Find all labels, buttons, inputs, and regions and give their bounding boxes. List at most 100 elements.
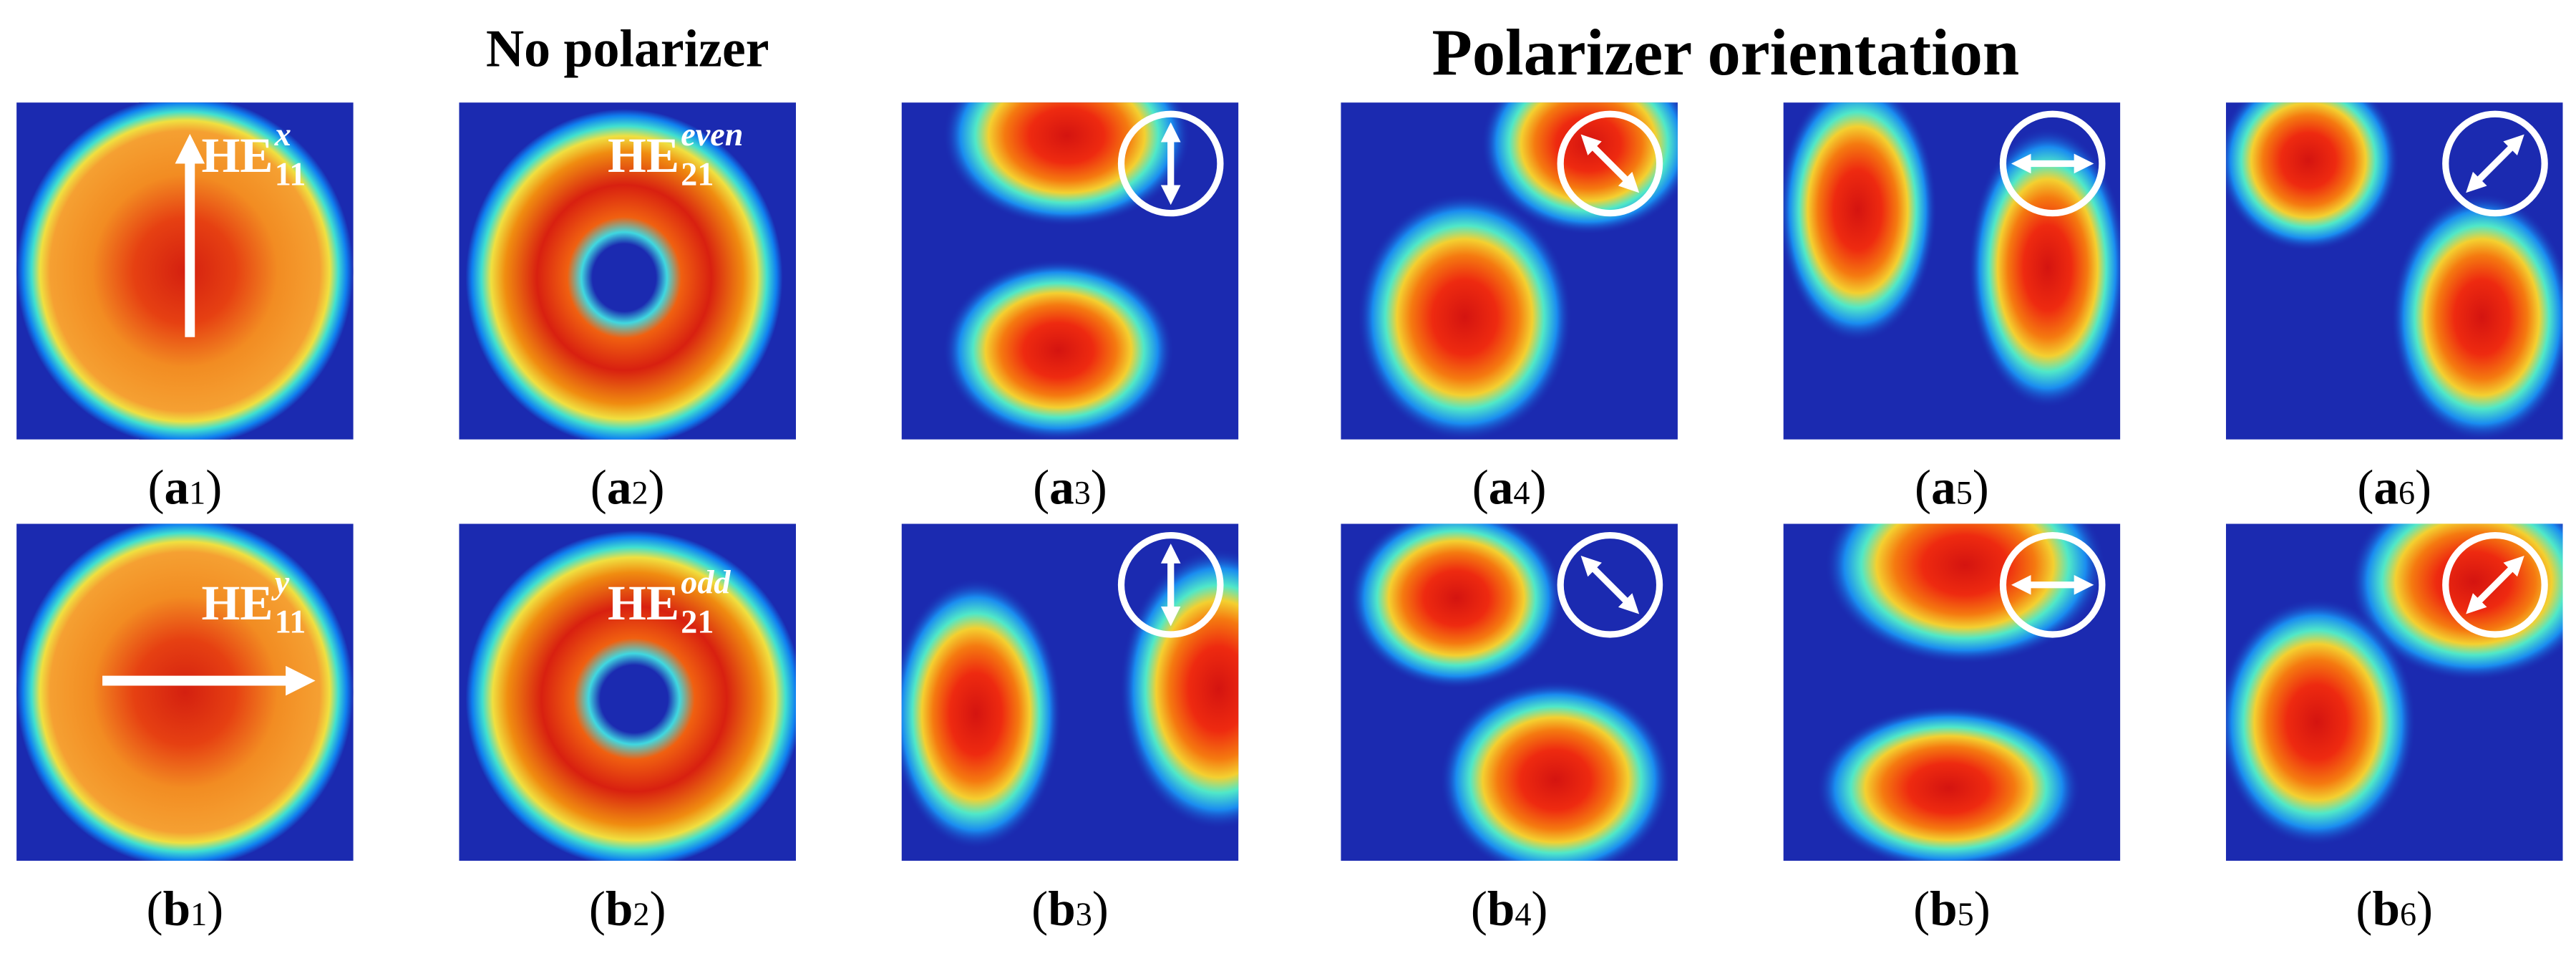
mode-superscript: x xyxy=(274,116,291,153)
beam-image xyxy=(2225,523,2563,861)
mode-superscript: y xyxy=(271,564,290,600)
beam-lobe xyxy=(943,102,1191,227)
polarizer-icon xyxy=(1999,110,2106,217)
panel-label-part: b xyxy=(163,881,191,936)
panel-label-part: 4 xyxy=(1513,475,1530,511)
panel-label-part: 5 xyxy=(1958,896,1974,932)
beam-panel: HE 11x xyxy=(16,102,354,440)
beam-image xyxy=(2225,102,2563,440)
polarizer-ring xyxy=(1557,531,1663,638)
beam-image xyxy=(16,102,354,440)
panel-label: (b1) xyxy=(147,881,224,936)
polarizer-icon xyxy=(1117,110,1224,217)
panel-label-part: ( xyxy=(1472,460,1489,515)
polarizer-icon xyxy=(1557,110,1663,217)
beam-lobe xyxy=(2391,193,2563,440)
beam-image xyxy=(901,102,1239,440)
panel-label-part: ( xyxy=(1913,881,1930,936)
panel-label: (a5) xyxy=(1915,460,1989,515)
panel-label-part: ( xyxy=(1471,881,1487,936)
panel-label-part: ( xyxy=(148,460,165,515)
polarizer-ring xyxy=(1117,110,1224,217)
mode-subscript: 11 xyxy=(275,604,306,640)
panel-label-part: 4 xyxy=(1515,896,1531,932)
beam-panel xyxy=(901,523,1239,861)
beam-image xyxy=(1783,523,2121,861)
mode-name: HE xyxy=(201,127,273,183)
polarizer-icon xyxy=(1557,531,1663,638)
panel-label-part: ( xyxy=(147,881,163,936)
beam-image xyxy=(901,523,1239,861)
beam-ring xyxy=(465,109,783,440)
polarizer-icon xyxy=(2442,531,2548,638)
mode-name: HE xyxy=(201,575,273,630)
panel-label-part: b xyxy=(606,881,633,936)
panel-label-part: 6 xyxy=(2398,475,2415,511)
polarizer-ring xyxy=(1117,531,1224,638)
panel-label-part: 6 xyxy=(2400,896,2416,932)
beam-panel: HE 21 odd xyxy=(459,523,796,861)
polarizer-arrow xyxy=(2466,555,2524,614)
panel-label-part: ) xyxy=(1092,881,1109,936)
panel-label: (b3) xyxy=(1031,881,1109,936)
panel-label-part: a xyxy=(1489,460,1514,515)
panel-label-part: b xyxy=(1487,881,1515,936)
beam-image xyxy=(1341,102,1678,440)
polarizer-ring xyxy=(1557,110,1663,217)
panel-label-part: 2 xyxy=(631,475,648,511)
panel-label-part: a xyxy=(165,460,190,515)
beam-image xyxy=(1783,102,2121,440)
title-no-polarizer: No polarizer xyxy=(486,19,769,77)
beam-lobe xyxy=(943,259,1175,440)
panel-label-part: ) xyxy=(205,460,222,515)
panel-label-part: ) xyxy=(1973,460,1989,515)
beam-panel xyxy=(1341,102,1678,440)
panel-label-part: a xyxy=(2373,460,2398,515)
mode-subscript: 11 xyxy=(275,155,306,192)
beam-panel xyxy=(1783,102,2121,440)
panel-label: (b6) xyxy=(2356,881,2433,936)
panel-label-part: ) xyxy=(2415,460,2431,515)
panel-label-part: ) xyxy=(648,460,665,515)
beam-lobe xyxy=(1968,127,2121,408)
panel-label-part: 3 xyxy=(1076,896,1092,932)
polarizer-ring xyxy=(2442,110,2548,217)
panel-label-part: b xyxy=(1930,881,1958,936)
panel-label-part: b xyxy=(2372,881,2400,936)
beam-lobe xyxy=(1783,102,1938,342)
beam-lobe xyxy=(2225,598,2416,846)
beam-lobe xyxy=(901,578,1062,849)
panel-label: (a1) xyxy=(148,460,223,515)
mode-name: HE xyxy=(608,575,679,630)
mode-subscript: 21 xyxy=(681,604,714,640)
beam-image xyxy=(459,102,796,440)
beam-lobe xyxy=(1357,193,1573,440)
beam-image xyxy=(16,523,354,861)
panel-label-part: ( xyxy=(590,460,607,515)
beam-lobe xyxy=(1816,705,2081,861)
mode-superscript: odd xyxy=(681,564,731,600)
panel-label: (b2) xyxy=(589,881,666,936)
polarizer-arrow xyxy=(2466,134,2524,193)
mode-superscript: even xyxy=(681,116,743,153)
panel-label-part: ) xyxy=(649,881,666,936)
panel-label: (a4) xyxy=(1472,460,1547,515)
panel-label-part: a xyxy=(607,460,632,515)
polarizer-icon xyxy=(2442,110,2548,217)
panel-label: (b4) xyxy=(1471,881,1548,936)
panel-label-part: 3 xyxy=(1074,475,1091,511)
beam-image xyxy=(459,523,796,861)
beam-panel xyxy=(1341,523,1678,861)
beam-lobe xyxy=(2225,102,2400,251)
mode-subscript: 21 xyxy=(681,155,714,192)
panel-label-part: ) xyxy=(1530,460,1546,515)
panel-label-part: ) xyxy=(207,881,223,936)
panel-label-part: ( xyxy=(2357,460,2373,515)
panel-label-part: a xyxy=(1931,460,1956,515)
panel-label-part: ) xyxy=(1974,881,1991,936)
panel-label-part: 1 xyxy=(190,896,207,932)
beam-panel xyxy=(1783,523,2121,861)
